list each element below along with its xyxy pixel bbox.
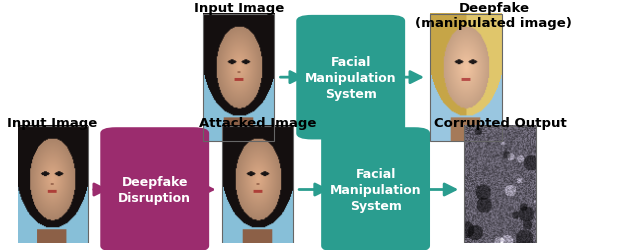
Text: Facial
Manipulation
System: Facial Manipulation System <box>305 56 397 100</box>
Text: Input Image: Input Image <box>7 117 97 130</box>
Text: Deepfake
Disruption: Deepfake Disruption <box>118 175 191 204</box>
Bar <box>221 126 293 250</box>
Text: Attacked Image: Attacked Image <box>198 117 316 130</box>
Text: Input Image: Input Image <box>193 2 284 16</box>
FancyBboxPatch shape <box>321 128 430 250</box>
Text: Deepfake
(manipulated image): Deepfake (manipulated image) <box>415 2 572 30</box>
Bar <box>464 126 536 250</box>
FancyBboxPatch shape <box>296 16 405 140</box>
Bar <box>430 14 502 141</box>
Bar <box>203 14 275 141</box>
Text: Corrupted Output: Corrupted Output <box>434 117 566 130</box>
Bar <box>16 126 88 250</box>
Text: Facial
Manipulation
System: Facial Manipulation System <box>330 167 421 212</box>
FancyBboxPatch shape <box>100 128 209 250</box>
